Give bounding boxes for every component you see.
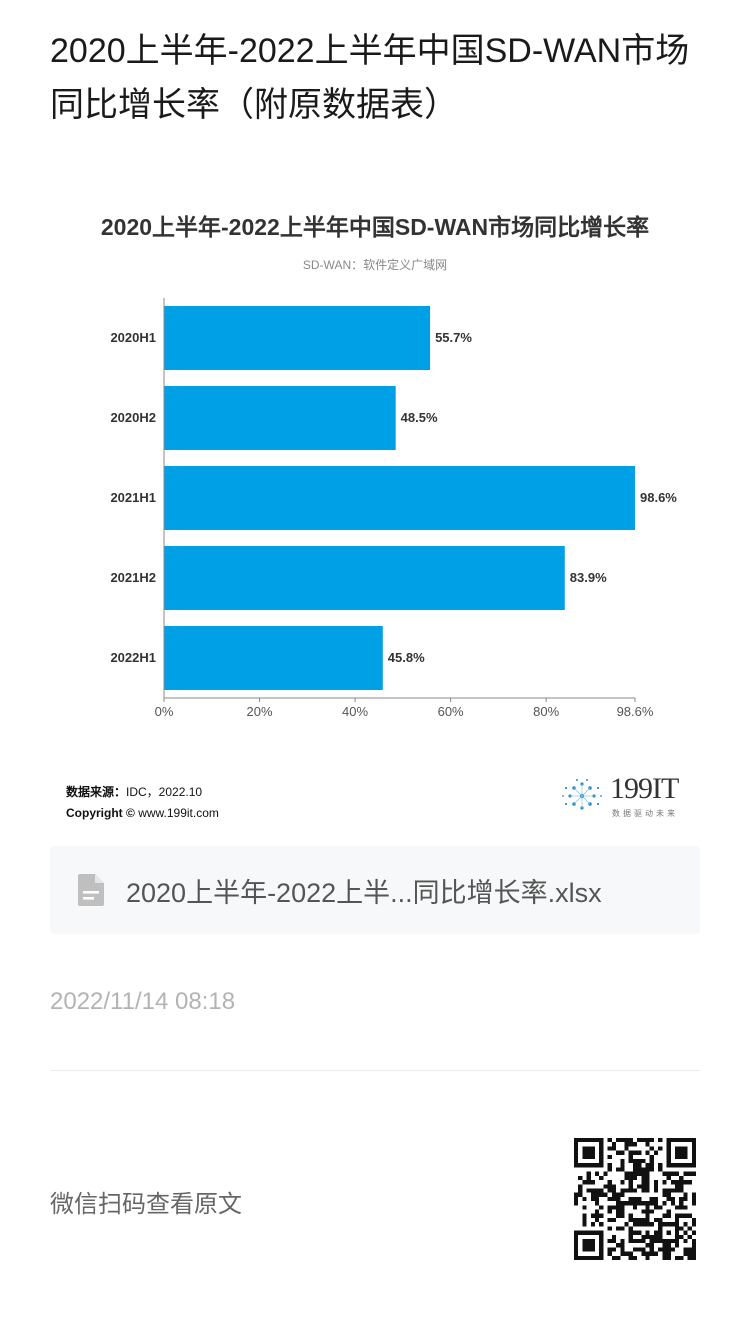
document-icon: [78, 874, 104, 906]
value-label: 48.5%: [401, 410, 438, 425]
bar-2020H2: [164, 386, 396, 450]
bar-2022H1: [164, 626, 383, 690]
category-label: 2021H2: [110, 570, 156, 585]
chart-source: 数据来源：IDC，2022.10 Copyright © www.199it.c…: [66, 782, 219, 824]
source-value: IDC，2022.10: [126, 785, 203, 799]
qr-label: 微信扫码查看原文: [50, 1191, 242, 1218]
value-label: 83.9%: [570, 570, 607, 585]
bar-2020H1: [164, 306, 431, 370]
value-label: 55.7%: [435, 330, 472, 345]
attachment-card[interactable]: 2020上半年-2022上半...同比增长率.xlsx: [50, 846, 700, 934]
logo-text: 199IT: [610, 772, 679, 805]
divider: [50, 1070, 700, 1071]
category-label: 2020H2: [110, 410, 156, 425]
x-tick-label: 0%: [155, 704, 174, 719]
chart-title: 2020上半年-2022上半年中国SD-WAN市场同比增长率: [100, 214, 650, 240]
copyright-label: Copyright ©: [66, 806, 135, 820]
x-tick-label: 80%: [533, 704, 559, 719]
qr-code-icon[interactable]: [574, 1138, 696, 1260]
value-label: 45.8%: [388, 650, 425, 665]
category-label: 2020H1: [110, 330, 156, 345]
brand-logo: 199IT 数据驱动未来: [560, 772, 700, 822]
attachment-file-name[interactable]: 2020上半年-2022上半...同比增长率.xlsx: [126, 877, 602, 908]
logo-slogan: 数据驱动未来: [612, 809, 678, 818]
bar-2021H1: [164, 466, 635, 530]
copyright-value: www.199it.com: [138, 806, 219, 820]
category-label: 2022H1: [110, 650, 156, 665]
article-title: 2020上半年-2022上半年中国SD-WAN市场同比增长率（附原数据表）: [50, 32, 690, 124]
source-label: 数据来源：: [66, 785, 127, 799]
publish-timestamp: 2022/11/14 08:18: [50, 988, 236, 1015]
x-tick-label: 40%: [342, 704, 368, 719]
bar-chart: 2020H1 55.7% 2020H2 48.5% 2021H1 98.6% 2021H2 8…: [110, 298, 677, 719]
chart-image: 2020上半年-2022上半年中国SD-WAN市场同比增长率 SD-WAN：软件…: [0, 190, 750, 830]
x-tick-label: 20%: [247, 704, 273, 719]
x-tick-label: 98.6%: [617, 704, 654, 719]
chart-subtitle: SD-WAN：软件定义广域网: [302, 258, 448, 272]
dandelion-logo-icon: [562, 779, 602, 810]
value-label: 98.6%: [640, 490, 677, 505]
category-label: 2021H1: [110, 490, 156, 505]
x-tick-label: 60%: [438, 704, 464, 719]
bar-2021H2: [164, 546, 565, 610]
